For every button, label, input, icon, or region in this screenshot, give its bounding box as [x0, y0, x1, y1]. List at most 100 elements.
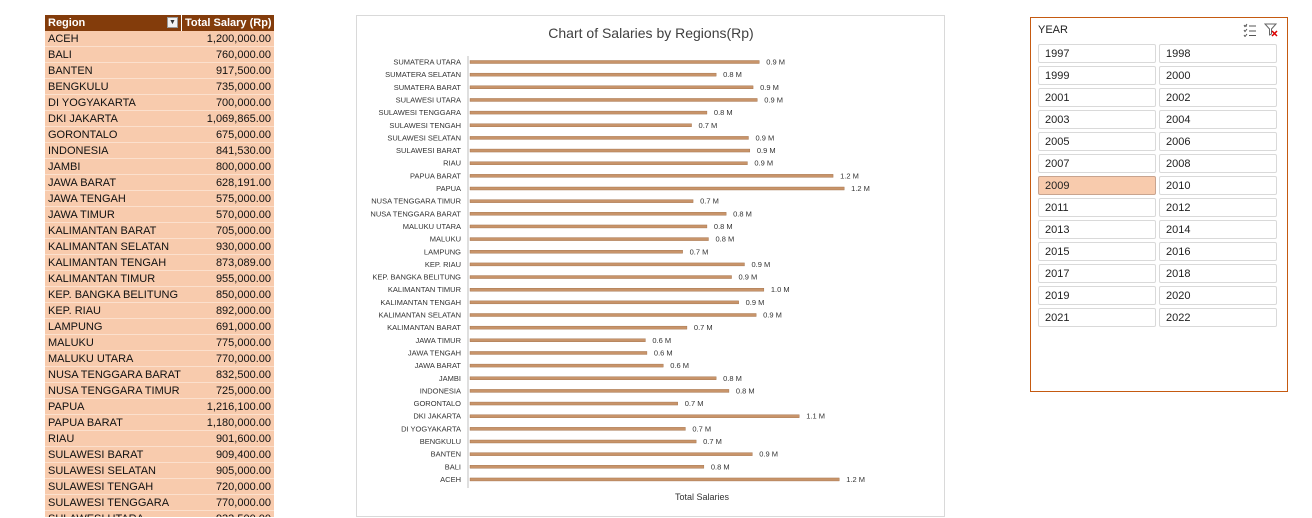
- salary-cell[interactable]: 675,000.00: [215, 129, 271, 141]
- table-row[interactable]: JAWA TIMUR 570,000.00: [45, 207, 274, 223]
- slicer-item-2007[interactable]: 2007: [1038, 154, 1156, 173]
- bar[interactable]: [469, 136, 749, 140]
- salary-cell[interactable]: 735,000.00: [215, 81, 271, 93]
- bar[interactable]: [469, 262, 745, 267]
- bar[interactable]: [469, 439, 697, 444]
- salary-header-cell[interactable]: Total Salary (Rp): [181, 15, 274, 31]
- bar[interactable]: [469, 401, 678, 406]
- region-cell[interactable]: MALUKU UTARA: [48, 353, 134, 365]
- table-row[interactable]: MALUKU UTARA 770,000.00: [45, 351, 274, 367]
- table-row[interactable]: SULAWESI TENGGARA 770,000.00: [45, 495, 274, 511]
- table-row[interactable]: GORONTALO 675,000.00: [45, 127, 274, 143]
- region-cell[interactable]: PAPUA: [48, 401, 85, 413]
- table-row[interactable]: SULAWESI UTARA933,500.00: [45, 511, 274, 517]
- region-cell[interactable]: JAWA TENGAH: [48, 193, 126, 205]
- bar[interactable]: [469, 72, 717, 77]
- region-cell[interactable]: PAPUA BARAT: [48, 417, 123, 429]
- slicer-item-2013[interactable]: 2013: [1038, 220, 1156, 239]
- salary-cell[interactable]: 930,000.00: [215, 241, 271, 253]
- salary-cell[interactable]: 1,200,000.00: [206, 33, 271, 45]
- region-cell[interactable]: MALUKU: [48, 337, 94, 349]
- salary-cell[interactable]: 901,600.00: [215, 433, 271, 445]
- table-row[interactable]: JAMBI 800,000.00: [45, 159, 274, 175]
- bar[interactable]: [469, 351, 648, 355]
- slicer-item-2009[interactable]: 2009: [1038, 176, 1156, 195]
- region-cell[interactable]: LAMPUNG: [48, 321, 103, 333]
- region-cell[interactable]: DKI JAKARTA: [48, 113, 118, 125]
- bar[interactable]: [469, 161, 748, 165]
- slicer-item-1997[interactable]: 1997: [1038, 44, 1156, 63]
- table-row[interactable]: BENGKULU 735,000.00: [45, 79, 274, 95]
- bar[interactable]: [469, 123, 692, 127]
- filter-dropdown-icon[interactable]: ▼: [167, 17, 178, 28]
- year-slicer[interactable]: YEAR 1997 1998 1999 2000 2001 2002 2003 2004 200…: [1030, 17, 1288, 392]
- slicer-item-2022[interactable]: 2022: [1159, 308, 1277, 327]
- bar[interactable]: [469, 110, 708, 115]
- table-row[interactable]: RIAU 901,600.00: [45, 431, 274, 447]
- table-row[interactable]: MALUKU 775,000.00: [45, 335, 274, 351]
- table-row[interactable]: JAWA TENGAH 575,000.00: [45, 191, 274, 207]
- salary-cell[interactable]: 705,000.00: [215, 225, 271, 237]
- table-row[interactable]: KEP. BANGKA BELITUNG 850,000.00: [45, 287, 274, 303]
- salary-cell[interactable]: 905,000.00: [215, 465, 271, 477]
- slicer-item-2002[interactable]: 2002: [1159, 88, 1277, 107]
- bar[interactable]: [469, 148, 751, 153]
- region-cell[interactable]: KEP. BANGKA BELITUNG: [48, 289, 179, 301]
- table-row[interactable]: DI YOGYAKARTA 700,000.00: [45, 95, 274, 111]
- salary-cell[interactable]: 760,000.00: [215, 49, 271, 61]
- bar[interactable]: [469, 477, 840, 482]
- table-row[interactable]: SULAWESI TENGAH 720,000.00: [45, 479, 274, 495]
- slicer-item-2017[interactable]: 2017: [1038, 264, 1156, 283]
- bar[interactable]: [469, 313, 757, 317]
- salary-cell[interactable]: 775,000.00: [215, 337, 271, 349]
- slicer-item-1998[interactable]: 1998: [1159, 44, 1277, 63]
- bar[interactable]: [469, 186, 845, 191]
- region-cell[interactable]: NUSA TENGGARA TIMUR: [48, 385, 180, 397]
- table-row[interactable]: KALIMANTAN BARAT 705,000.00: [45, 223, 274, 239]
- table-row[interactable]: ACEH 1,200,000.00: [45, 31, 274, 47]
- region-cell[interactable]: KALIMANTAN BARAT: [48, 225, 157, 237]
- region-cell[interactable]: BANTEN: [48, 65, 93, 77]
- bar[interactable]: [469, 376, 717, 380]
- slicer-item-1999[interactable]: 1999: [1038, 66, 1156, 85]
- slicer-item-2011[interactable]: 2011: [1038, 198, 1156, 217]
- bar[interactable]: [469, 174, 834, 178]
- slicer-item-2001[interactable]: 2001: [1038, 88, 1156, 107]
- bar[interactable]: [469, 338, 646, 342]
- bar[interactable]: [469, 199, 694, 203]
- salary-cell[interactable]: 841,530.00: [215, 145, 271, 157]
- region-cell[interactable]: SULAWESI SELATAN: [48, 465, 156, 477]
- slicer-item-2021[interactable]: 2021: [1038, 308, 1156, 327]
- table-row[interactable]: NUSA TENGGARA BARAT 832,500.00: [45, 367, 274, 383]
- table-row[interactable]: KALIMANTAN TIMUR 955,000.00: [45, 271, 274, 287]
- region-cell[interactable]: JAWA BARAT: [48, 177, 117, 189]
- region-cell[interactable]: SULAWESI BARAT: [48, 449, 144, 461]
- region-cell[interactable]: JAWA TIMUR: [48, 209, 115, 221]
- table-row[interactable]: JAWA BARAT 628,191.00: [45, 175, 274, 191]
- salary-cell[interactable]: 1,216,100.00: [206, 401, 271, 413]
- region-cell[interactable]: RIAU: [48, 433, 75, 445]
- clear-filter-icon[interactable]: [1264, 22, 1278, 37]
- salary-cell[interactable]: 570,000.00: [215, 209, 271, 221]
- bar[interactable]: [469, 250, 683, 254]
- bar[interactable]: [469, 98, 758, 102]
- region-cell[interactable]: ACEH: [48, 33, 79, 45]
- bar[interactable]: [469, 237, 709, 241]
- table-row[interactable]: INDONESIA 841,530.00: [45, 143, 274, 159]
- slicer-item-2020[interactable]: 2020: [1159, 286, 1277, 305]
- bar[interactable]: [469, 427, 686, 431]
- bar[interactable]: [469, 60, 760, 64]
- table-row[interactable]: KEP. RIAU 892,000.00: [45, 303, 274, 319]
- slicer-item-2018[interactable]: 2018: [1159, 264, 1277, 283]
- region-header-cell[interactable]: Region ▼: [45, 15, 181, 31]
- region-cell[interactable]: JAMBI: [48, 161, 81, 173]
- bar[interactable]: [469, 325, 688, 330]
- bar[interactable]: [469, 465, 705, 469]
- salary-cell[interactable]: 700,000.00: [215, 97, 271, 109]
- salary-cell[interactable]: 770,000.00: [215, 497, 271, 509]
- bar[interactable]: [469, 389, 730, 393]
- table-row[interactable]: NUSA TENGGARA TIMUR 725,000.00: [45, 383, 274, 399]
- bar[interactable]: [469, 85, 754, 90]
- bar[interactable]: [469, 452, 753, 456]
- region-cell[interactable]: KALIMANTAN TENGAH: [48, 257, 167, 269]
